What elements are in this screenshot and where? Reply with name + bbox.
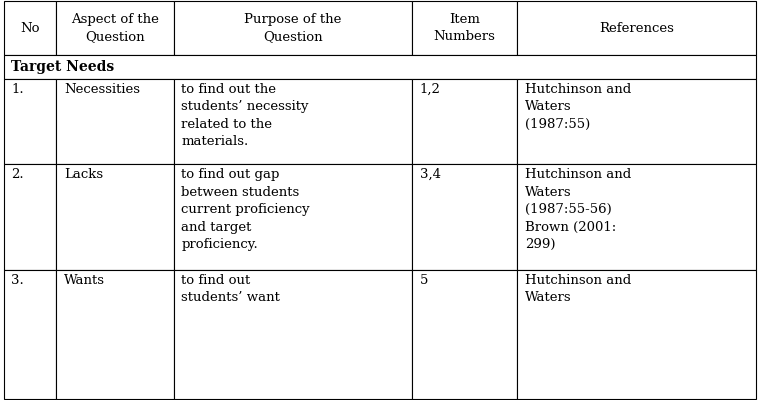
Bar bbox=[174, 1, 412, 55]
Text: 5: 5 bbox=[420, 274, 428, 286]
Text: 3,4: 3,4 bbox=[420, 168, 440, 181]
Bar bbox=[4, 79, 56, 164]
Text: Hutchinson and
Waters
(1987:55): Hutchinson and Waters (1987:55) bbox=[525, 83, 631, 131]
Bar bbox=[174, 164, 412, 270]
Bar bbox=[412, 1, 517, 55]
Text: 1.: 1. bbox=[11, 83, 24, 96]
Bar bbox=[412, 164, 517, 270]
Text: Necessities: Necessities bbox=[64, 83, 140, 96]
Bar bbox=[174, 79, 412, 164]
Bar bbox=[412, 79, 517, 164]
Text: 1,2: 1,2 bbox=[420, 83, 440, 96]
Bar bbox=[56, 270, 174, 399]
Text: References: References bbox=[599, 22, 674, 34]
Text: to find out gap
between students
current proficiency
and target
proficiency.: to find out gap between students current… bbox=[181, 168, 310, 251]
Text: No: No bbox=[20, 22, 40, 34]
Bar bbox=[517, 79, 756, 164]
Text: Item
Numbers: Item Numbers bbox=[434, 13, 496, 43]
Text: Target Needs: Target Needs bbox=[11, 60, 114, 74]
Text: Lacks: Lacks bbox=[64, 168, 103, 181]
Bar bbox=[56, 164, 174, 270]
Text: to find out
students’ want: to find out students’ want bbox=[181, 274, 280, 304]
Bar bbox=[412, 270, 517, 399]
Text: Purpose of the
Question: Purpose of the Question bbox=[244, 13, 342, 43]
Text: Hutchinson and
Waters: Hutchinson and Waters bbox=[525, 274, 631, 304]
Bar bbox=[56, 1, 174, 55]
Bar bbox=[56, 79, 174, 164]
Text: to find out the
students’ necessity
related to the
materials.: to find out the students’ necessity rela… bbox=[181, 83, 309, 148]
Bar bbox=[4, 164, 56, 270]
Bar bbox=[4, 1, 56, 55]
Text: Wants: Wants bbox=[64, 274, 105, 286]
Bar bbox=[517, 270, 756, 399]
Bar bbox=[4, 55, 756, 79]
Bar bbox=[517, 1, 756, 55]
Bar bbox=[4, 270, 56, 399]
Bar bbox=[174, 270, 412, 399]
Text: 2.: 2. bbox=[11, 168, 24, 181]
Bar bbox=[517, 164, 756, 270]
Text: Aspect of the
Question: Aspect of the Question bbox=[71, 13, 159, 43]
Text: 3.: 3. bbox=[11, 274, 24, 286]
Text: Hutchinson and
Waters
(1987:55-56)
Brown (2001:
299): Hutchinson and Waters (1987:55-56) Brown… bbox=[525, 168, 631, 251]
